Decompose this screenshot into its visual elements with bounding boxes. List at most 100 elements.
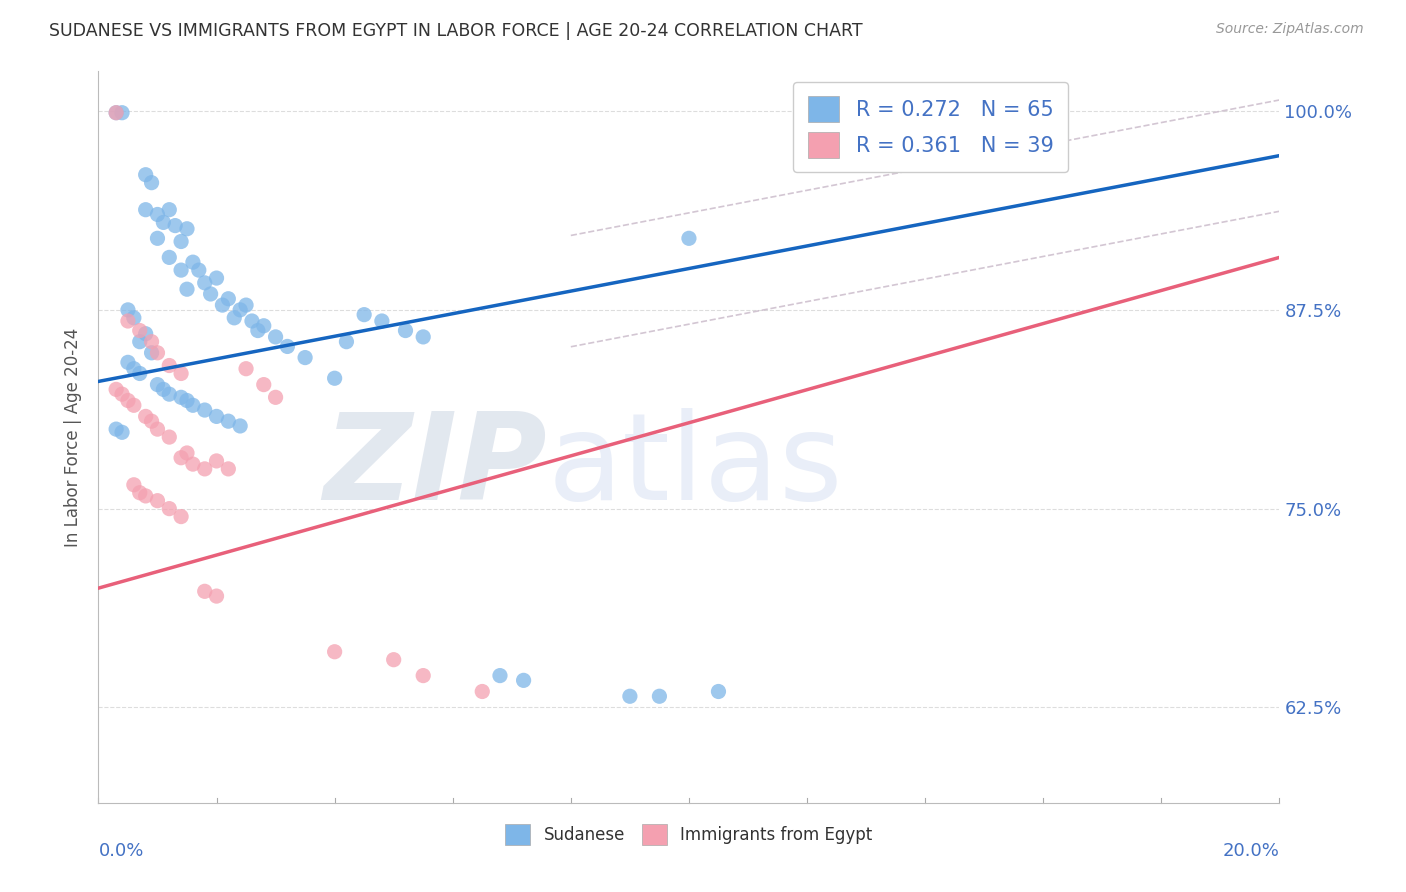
Point	[170, 263, 193, 277]
Point	[122, 361, 145, 376]
Point	[181, 398, 204, 412]
Point	[335, 334, 357, 349]
Point	[194, 276, 217, 290]
Point	[176, 221, 198, 235]
Legend: Sudanese, Immigrants from Egypt: Sudanese, Immigrants from Egypt	[498, 816, 880, 853]
Point	[394, 324, 416, 338]
Text: Source: ZipAtlas.com: Source: ZipAtlas.com	[1216, 22, 1364, 37]
Point	[105, 105, 128, 120]
Text: atlas: atlas	[547, 408, 842, 524]
Point	[489, 668, 512, 682]
Point	[146, 493, 169, 508]
Point	[105, 105, 128, 120]
Point	[111, 387, 134, 401]
Point	[176, 446, 198, 460]
Point	[157, 251, 180, 265]
Point	[648, 690, 671, 704]
Text: 0.0%: 0.0%	[98, 842, 143, 860]
Point	[211, 298, 233, 312]
Text: SUDANESE VS IMMIGRANTS FROM EGYPT IN LABOR FORCE | AGE 20-24 CORRELATION CHART: SUDANESE VS IMMIGRANTS FROM EGYPT IN LAB…	[49, 22, 863, 40]
Point	[128, 367, 150, 381]
Point	[170, 509, 193, 524]
Point	[194, 403, 217, 417]
Point	[187, 263, 209, 277]
Point	[111, 105, 134, 120]
Text: ZIP: ZIP	[323, 408, 547, 524]
Point	[135, 202, 157, 217]
Point	[117, 314, 139, 328]
Point	[146, 377, 169, 392]
Point	[105, 422, 128, 436]
Point	[264, 390, 287, 404]
Point	[170, 450, 193, 465]
Point	[176, 282, 198, 296]
Point	[135, 168, 157, 182]
Point	[170, 367, 193, 381]
Point	[412, 668, 434, 682]
Point	[246, 324, 269, 338]
Point	[146, 231, 169, 245]
Point	[217, 414, 239, 428]
Point	[200, 287, 222, 301]
Point	[165, 804, 187, 818]
Point	[135, 409, 157, 424]
Point	[512, 673, 534, 688]
Point	[152, 383, 174, 397]
Point	[141, 334, 163, 349]
Point	[471, 684, 494, 698]
Point	[117, 393, 139, 408]
Point	[229, 302, 252, 317]
Point	[323, 371, 346, 385]
Point	[707, 684, 730, 698]
Point	[141, 414, 163, 428]
Point	[678, 231, 700, 245]
Point	[170, 390, 193, 404]
Point	[117, 302, 139, 317]
Point	[152, 215, 174, 229]
Point	[170, 235, 193, 249]
Point	[371, 314, 394, 328]
Point	[353, 308, 375, 322]
Y-axis label: In Labor Force | Age 20-24: In Labor Force | Age 20-24	[65, 327, 83, 547]
Point	[217, 292, 239, 306]
Point	[105, 383, 128, 397]
Point	[205, 271, 228, 285]
Point	[111, 425, 134, 440]
Point	[157, 387, 180, 401]
Point	[128, 324, 150, 338]
Point	[181, 457, 204, 471]
Point	[253, 318, 276, 333]
Point	[135, 326, 157, 341]
Point	[229, 419, 252, 434]
Point	[181, 255, 204, 269]
Point	[122, 477, 145, 491]
Point	[323, 645, 346, 659]
Point	[128, 485, 150, 500]
Point	[194, 462, 217, 476]
Point	[294, 351, 316, 365]
Point	[217, 462, 239, 476]
Point	[146, 346, 169, 360]
Point	[128, 334, 150, 349]
Point	[122, 310, 145, 325]
Point	[157, 430, 180, 444]
Point	[240, 314, 263, 328]
Point	[224, 310, 246, 325]
Point	[176, 393, 198, 408]
Point	[276, 339, 298, 353]
Point	[619, 690, 641, 704]
Point	[135, 489, 157, 503]
Point	[157, 202, 180, 217]
Point	[141, 176, 163, 190]
Point	[194, 584, 217, 599]
Point	[264, 330, 287, 344]
Point	[157, 359, 180, 373]
Point	[176, 806, 198, 821]
Point	[205, 454, 228, 468]
Point	[157, 501, 180, 516]
Point	[122, 398, 145, 412]
Point	[276, 822, 298, 837]
Point	[146, 207, 169, 221]
Point	[235, 361, 257, 376]
Point	[382, 653, 405, 667]
